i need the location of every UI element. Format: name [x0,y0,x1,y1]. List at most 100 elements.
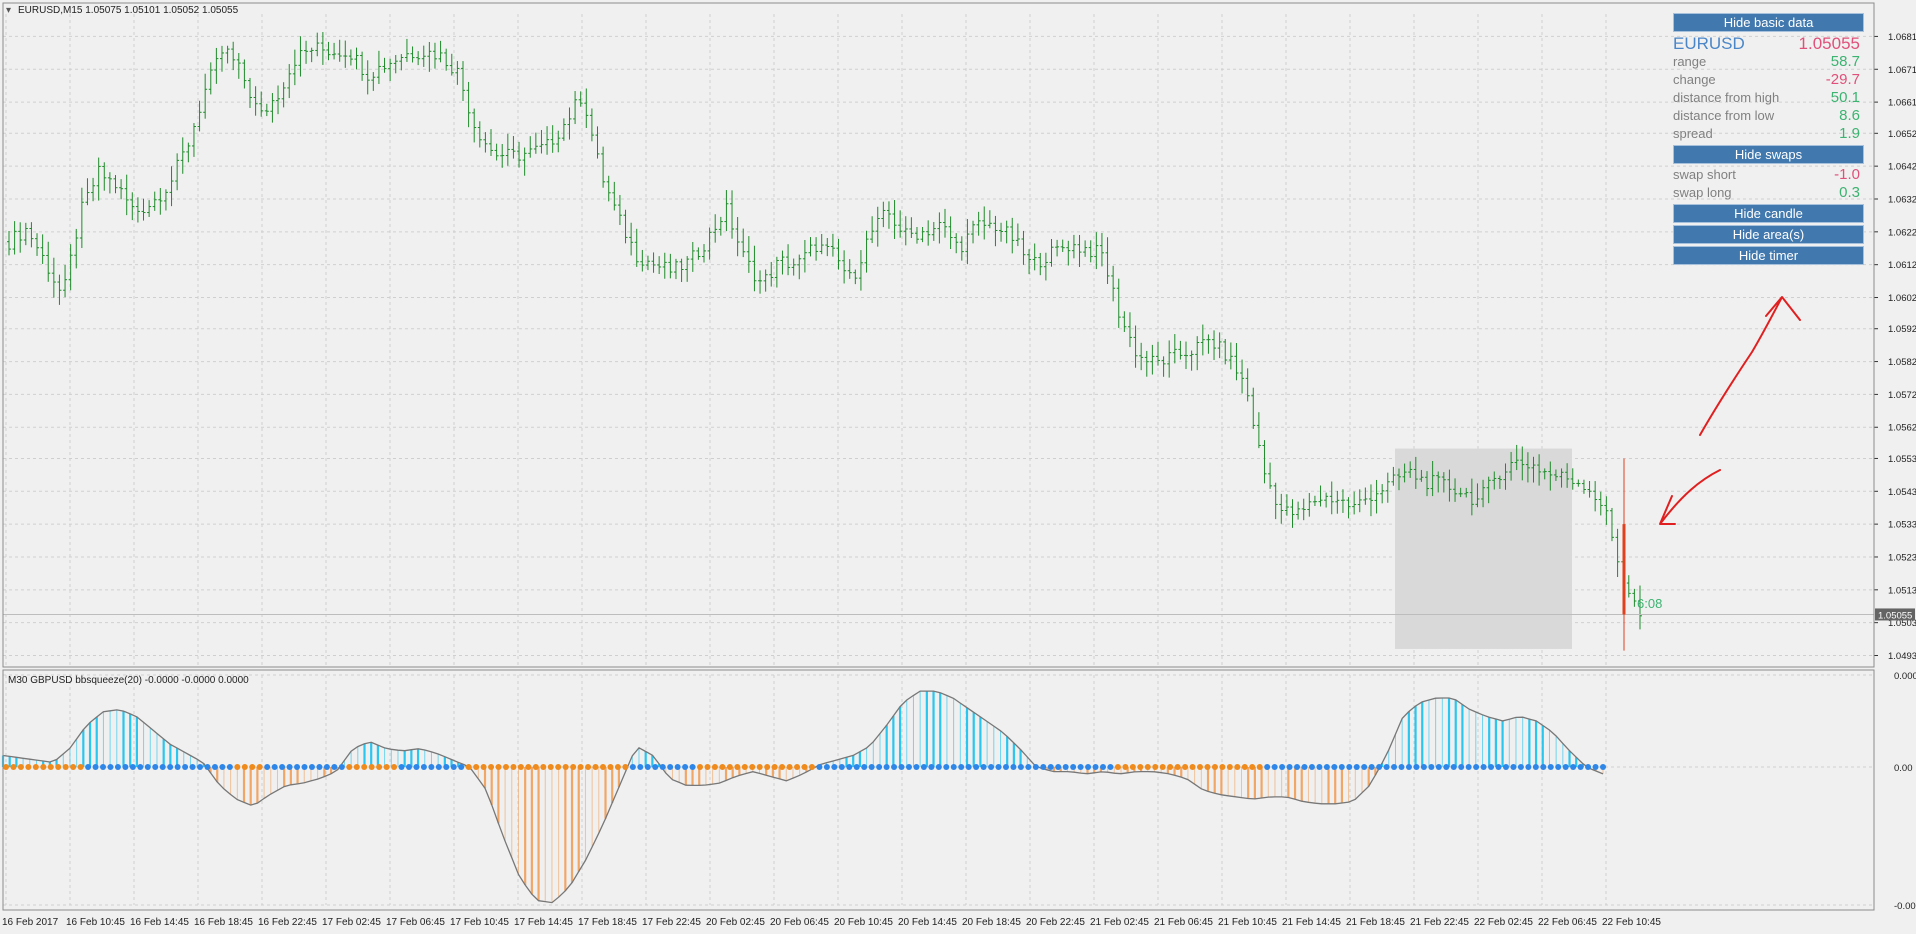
squeeze-dot [1450,764,1457,770]
squeeze-dot [189,764,196,770]
stat-label: change [1673,72,1716,87]
y-tick-label: 1.05330 [1888,520,1916,531]
squeeze-dot [1092,764,1099,770]
squeeze-dot [592,764,599,770]
squeeze-dot [756,764,763,770]
indicator-tick-label: 0.0004 [1894,671,1916,682]
squeeze-dot [1010,764,1017,770]
squeeze-dot [77,764,84,770]
x-tick-label: 20 Feb 22:45 [1026,917,1085,928]
symbol-name: EURUSD [1673,34,1745,53]
squeeze-dot [62,764,69,770]
stat-value: 58.7 [1830,53,1860,70]
squeeze-dot [547,764,554,770]
y-tick-label: 1.05130 [1888,585,1916,596]
squeeze-dot [682,764,689,770]
squeeze-dot [1323,764,1330,770]
triangle-down-icon[interactable]: ▾ [6,5,11,16]
stat-value: 1.9 [1839,125,1860,142]
squeeze-dot [570,764,577,770]
squeeze-dot [1040,764,1047,770]
hide-candle-button[interactable]: Hide candle [1673,204,1864,223]
y-tick-label: 1.05725 [1888,390,1916,401]
x-tick-label: 22 Feb 02:45 [1474,917,1533,928]
swap-row-long: swap long 0.3 [1671,184,1864,202]
squeeze-dot [585,764,592,770]
squeeze-dot [32,764,39,770]
x-tick-label: 16 Feb 22:45 [258,917,317,928]
stat-label: spread [1673,126,1713,141]
squeeze-dot [107,764,114,770]
squeeze-dot [525,764,532,770]
squeeze-dot [1443,764,1450,770]
swap-value: -1.0 [1834,166,1860,183]
squeeze-dot [659,764,666,770]
squeeze-dot [1420,764,1427,770]
annotations [1622,296,1801,651]
stat-value: 8.6 [1839,107,1860,124]
x-tick-label: 17 Feb 18:45 [578,917,637,928]
squeeze-dot [174,764,181,770]
squeeze-dot [1070,764,1077,770]
squeeze-dot [1585,764,1592,770]
x-tick-label: 16 Feb 10:45 [66,917,125,928]
squeeze-dot [55,764,62,770]
x-tick-label: 16 Feb 2017 [2,917,59,928]
squeeze-dot [1174,764,1181,770]
squeeze-dot [1547,764,1554,770]
squeeze-dot [741,764,748,770]
squeeze-dot [420,764,427,770]
x-tick-label: 16 Feb 14:45 [130,917,189,928]
squeeze-dot [853,764,860,770]
squeeze-dot [1264,764,1271,770]
squeeze-dot [1226,764,1233,770]
squeeze-dot [241,764,248,770]
y-tick-label: 1.06715 [1888,65,1916,76]
x-tick-label: 20 Feb 10:45 [834,917,893,928]
x-tick-label: 17 Feb 22:45 [642,917,701,928]
x-tick-label: 20 Feb 14:45 [898,917,957,928]
squeeze-dot [1144,764,1151,770]
bbsqueeze-histogram [1,690,1606,904]
squeeze-dot [1256,764,1263,770]
squeeze-dot [1249,764,1256,770]
squeeze-dot [450,764,457,770]
squeeze-dot [480,764,487,770]
squeeze-dot [1279,764,1286,770]
squeeze-dot [465,764,472,770]
squeeze-dot [1353,764,1360,770]
squeeze-dot [876,764,883,770]
squeeze-dot [779,764,786,770]
squeeze-dot [1510,764,1517,770]
squeeze-dot [704,764,711,770]
squeeze-dot [405,764,412,770]
x-tick-label: 17 Feb 14:45 [514,917,573,928]
squeeze-dot [353,764,360,770]
hide-basic-data-button[interactable]: Hide basic data [1673,13,1864,32]
squeeze-dot [1600,764,1606,770]
hide-areas-button[interactable]: Hide area(s) [1673,225,1864,244]
y-tick-label: 1.05925 [1888,324,1916,335]
squeeze-dot [1540,764,1547,770]
x-tick-label: 21 Feb 18:45 [1346,917,1405,928]
symbol-price: 1.05055 [1798,34,1860,53]
squeeze-dot [1085,764,1092,770]
squeeze-dot [1435,764,1442,770]
grid [3,14,1874,906]
squeeze-dot [540,764,547,770]
squeeze-dot [1204,764,1211,770]
hide-timer-button[interactable]: Hide timer [1673,246,1864,265]
hide-swaps-button[interactable]: Hide swaps [1673,145,1864,164]
squeeze-dot [1473,764,1480,770]
y-tick-label: 1.06815 [1888,32,1916,43]
squeeze-dot [861,764,868,770]
swap-row-short: swap short -1.0 [1671,166,1864,184]
info-panel: Hide basic data EURUSD 1.05055 range 58.… [1671,13,1864,267]
squeeze-dot [577,764,584,770]
squeeze-dot [1331,764,1338,770]
squeeze-dot [458,764,465,770]
squeeze-dot [831,764,838,770]
squeeze-dot [1562,764,1569,770]
squeeze-dot [1495,764,1502,770]
